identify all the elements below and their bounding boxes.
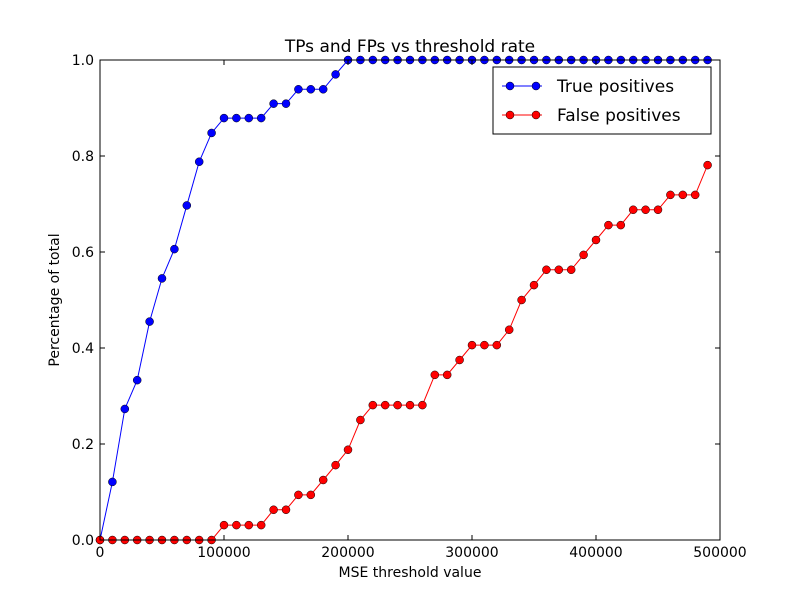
legend-true-positives-label: True positives (556, 77, 674, 97)
plot-area-background (100, 60, 720, 540)
legend-false-positives-label: False positives (557, 106, 681, 126)
data-point-false-positives (653, 205, 663, 215)
legend-false-positives-marker-left (505, 110, 515, 120)
y-tick-label: 0.8 (72, 149, 94, 165)
data-point-false-positives (579, 250, 588, 260)
data-point-false-positives (703, 160, 712, 170)
data-point-true-positives (306, 85, 316, 94)
data-point-true-positives (269, 99, 278, 108)
data-point-false-positives (529, 280, 539, 290)
data-point-false-positives (492, 340, 502, 350)
x-axis-label: MSE threshold value (339, 565, 482, 581)
legend-box (492, 66, 712, 135)
data-point-true-positives (207, 128, 216, 138)
data-point-false-positives (306, 490, 316, 500)
data-point-false-positives (269, 505, 278, 515)
data-point-false-positives (331, 460, 340, 470)
legend-true-positives-marker-left (505, 81, 515, 91)
data-point-false-positives (442, 370, 452, 380)
y-tick-label: 0.4 (72, 341, 94, 357)
data-point-false-positives (604, 220, 613, 230)
x-tick-label: 500000 (693, 545, 746, 561)
data-point-false-positives (405, 400, 415, 410)
data-point-false-positives (641, 205, 650, 215)
legend-true-positives-marker-right (531, 81, 541, 91)
y-tick-label: 0.0 (72, 533, 94, 549)
x-tick-label: 0 (96, 545, 105, 561)
data-point-false-positives (591, 235, 601, 245)
data-point-false-positives (281, 505, 291, 515)
data-point-true-positives (120, 404, 130, 414)
data-point-false-positives (467, 340, 477, 350)
x-tick-label: 400000 (569, 545, 622, 561)
legend-false-positives-marker-right (531, 110, 541, 120)
data-point-false-positives (380, 400, 390, 410)
data-point-false-positives (219, 520, 229, 530)
y-tick-label: 0.6 (72, 245, 94, 261)
data-point-false-positives (504, 325, 514, 335)
data-point-true-positives (219, 113, 229, 123)
x-tick-label: 300000 (445, 545, 498, 561)
y-tick-label: 1.0 (72, 53, 94, 69)
data-point-true-positives (145, 317, 154, 326)
data-point-true-positives (244, 113, 254, 123)
data-point-false-positives (566, 265, 576, 275)
y-axis-label: Percentage of total (47, 233, 63, 366)
data-point-false-positives (554, 265, 564, 275)
data-point-false-positives (616, 220, 626, 230)
data-point-true-positives (132, 375, 142, 385)
chart-title: TPs and FPs vs threshold rate (284, 37, 535, 57)
data-point-true-positives (281, 99, 291, 108)
data-point-false-positives (256, 520, 266, 530)
data-point-false-positives (244, 520, 254, 530)
data-point-true-positives (194, 157, 204, 167)
data-point-true-positives (170, 244, 179, 254)
data-point-true-positives (331, 70, 340, 79)
data-point-true-positives (108, 477, 117, 487)
data-point-true-positives (294, 85, 303, 94)
data-point-false-positives (418, 400, 427, 410)
plot-frame (99, 59, 721, 541)
data-point-false-positives (356, 415, 365, 425)
data-point-false-positives (368, 400, 378, 410)
data-point-false-positives (517, 295, 526, 305)
y-tick-label: 0.2 (72, 437, 94, 453)
data-point-false-positives (480, 340, 489, 350)
data-point-false-positives (343, 445, 353, 455)
data-point-false-positives (666, 190, 675, 200)
data-point-true-positives (318, 85, 328, 94)
data-point-true-positives (157, 274, 167, 283)
data-point-false-positives (628, 205, 638, 215)
data-point-false-positives (430, 370, 440, 380)
data-point-false-positives (542, 265, 551, 275)
data-point-false-positives (455, 355, 464, 365)
data-point-true-positives (232, 113, 241, 123)
data-point-false-positives (690, 190, 700, 200)
data-point-false-positives (318, 475, 328, 485)
x-tick-label: 200000 (321, 545, 374, 561)
data-point-false-positives (393, 400, 402, 410)
data-point-false-positives (294, 490, 303, 500)
ticks-layer: 0 100000 200000 300000 400000 500000 0.0 0.2 0.4… (72, 53, 747, 561)
legend: True positives False positives (492, 66, 712, 135)
data-point-false-positives (232, 520, 241, 530)
data-point-false-positives (678, 190, 688, 200)
data-point-true-positives (256, 113, 266, 123)
x-tick-label: 100000 (197, 545, 250, 561)
data-point-true-positives (182, 201, 192, 210)
